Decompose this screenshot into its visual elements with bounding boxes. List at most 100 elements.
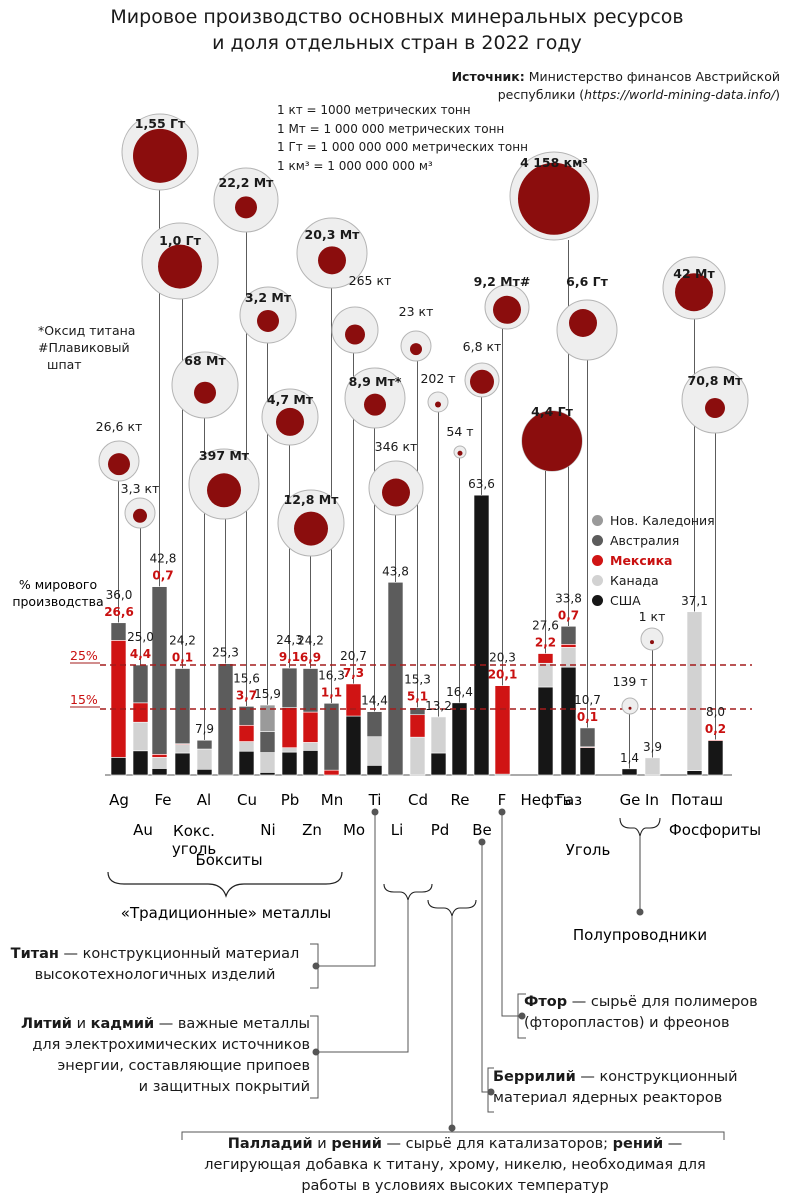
category-label-f: F bbox=[498, 791, 507, 809]
total-label-in: 3,9 bbox=[643, 740, 662, 754]
bar-ti-seg-ca bbox=[366, 736, 383, 766]
bar-oil-seg-us bbox=[537, 686, 554, 776]
unit-gt: 1 Гт = 1 000 000 000 метрических тонн bbox=[277, 140, 528, 154]
production-label-re: 54 т bbox=[446, 424, 473, 439]
bubble-dot-f bbox=[493, 295, 521, 324]
category-label-coal-2: уголь bbox=[172, 840, 216, 858]
legend-item-us: США bbox=[592, 590, 715, 610]
reference-label-25: 25% bbox=[70, 648, 98, 663]
production-label-ag: 26,6 кт bbox=[96, 419, 143, 434]
bubble-dot-au bbox=[133, 508, 147, 523]
bar-fe-seg-au bbox=[151, 586, 168, 755]
callout-li-text4: и защитных покрытий bbox=[138, 1079, 310, 1095]
source-pre: республики ( bbox=[497, 87, 585, 102]
bracket-lithium bbox=[310, 1015, 319, 1099]
mexico-label-mn: 1,1 bbox=[321, 685, 342, 699]
production-label-ti: 8,9 Мт* bbox=[349, 374, 402, 389]
callout-pd-bold3: рений bbox=[612, 1136, 664, 1152]
bubble-in bbox=[640, 627, 664, 651]
mexico-label-au: 4,4 bbox=[130, 647, 151, 661]
bar-pb-seg-mx bbox=[281, 707, 298, 749]
bubble-dot-ti bbox=[364, 393, 386, 416]
total-label-al: 7,9 bbox=[195, 722, 214, 736]
category-label-cu: Cu bbox=[237, 791, 257, 809]
total-label-li: 43,8 bbox=[382, 564, 409, 578]
category-label-zn: Zn bbox=[302, 821, 322, 839]
bar-coal2-seg-us bbox=[579, 746, 596, 776]
reference-label-15: 15% bbox=[70, 692, 98, 707]
bar-ni-seg-au bbox=[259, 731, 276, 753]
total-label-ti: 14,4 bbox=[361, 694, 388, 708]
callout-pd-text4: работы в условиях высоких температур bbox=[301, 1178, 609, 1194]
category-label-bauxite: Бокситы bbox=[195, 851, 262, 869]
callout-pd-mid: и bbox=[312, 1136, 332, 1152]
bubble-dot-gas bbox=[518, 162, 590, 235]
callout-beryllium: Беррилий — конструкционный материал ядер… bbox=[493, 1067, 783, 1109]
bar-ni-seg-ca bbox=[259, 752, 276, 773]
brace-li-cd bbox=[383, 883, 433, 901]
bracket-beryllium bbox=[487, 1067, 494, 1113]
mexico-label-zn: 6,9 bbox=[300, 651, 321, 665]
legend-label-mx: Мексика bbox=[610, 552, 673, 568]
category-label-mo: Mo bbox=[343, 821, 365, 839]
callout-li-bold2: кадмий bbox=[90, 1016, 155, 1032]
category-label-fe: Fe bbox=[154, 791, 171, 809]
bracket-palladium bbox=[181, 1131, 725, 1140]
bar-fe-seg-us bbox=[151, 768, 168, 776]
total-label-gas: 33,8 bbox=[555, 591, 582, 605]
legend: Нов. Каледония Австралия Мексика Канада США bbox=[592, 510, 715, 610]
production-label-fe: 1,55 Гт bbox=[135, 116, 186, 131]
mexico-label-coal: 0,1 bbox=[172, 651, 193, 665]
callout-li-text2: для электрохимических источников bbox=[32, 1037, 310, 1053]
callout-li-mid: и bbox=[71, 1016, 91, 1032]
bubble-dot-pd bbox=[435, 401, 441, 408]
category-label-ti: Ti bbox=[368, 791, 382, 809]
connector-dot-semiconductors bbox=[636, 908, 644, 916]
bar-au-seg-mx bbox=[132, 702, 149, 723]
production-label-f: 9,2 Мт# bbox=[474, 274, 531, 289]
bubble-dot-re bbox=[457, 450, 463, 456]
bar-f-seg-mx bbox=[494, 685, 511, 775]
bar-coal-seg-au bbox=[174, 668, 191, 745]
production-label-gas: 4 158 км³ bbox=[520, 155, 588, 170]
bubble-dot-fe bbox=[133, 128, 187, 183]
category-label-cd: Cd bbox=[408, 791, 428, 809]
production-label-cd: 23 кт bbox=[399, 304, 434, 319]
bracket-titanium bbox=[310, 943, 319, 989]
bar-phos-seg-mx bbox=[707, 739, 724, 741]
bar-mo-seg-us bbox=[345, 715, 362, 776]
source-post: ) bbox=[775, 87, 780, 102]
legend-label-us: США bbox=[610, 592, 641, 608]
callout-titanium-text2: высокотехнологичных изделий bbox=[34, 967, 276, 983]
source-url[interactable]: https://world-mining-data.info/ bbox=[584, 87, 776, 102]
bar-be-seg-us bbox=[473, 494, 490, 776]
connector-beryllium bbox=[481, 842, 491, 1093]
bar-zn-seg-ca bbox=[302, 742, 319, 751]
bubble-dot-al bbox=[194, 381, 216, 404]
bar-phos-seg-us bbox=[707, 740, 724, 776]
bar-al-seg-au bbox=[196, 739, 213, 750]
legend-swatch-mx bbox=[592, 554, 603, 566]
mexico-label-oil: 2,2 bbox=[535, 636, 556, 650]
unit-kt: 1 кт = 1000 метрических тонн bbox=[277, 103, 471, 117]
title-line-2: и доля отдельных стран в 2022 году bbox=[212, 32, 582, 54]
legend-item-au: Австралия bbox=[592, 530, 715, 550]
bar-au-seg-au bbox=[132, 664, 149, 704]
callout-titanium-bold: Титан bbox=[10, 946, 59, 962]
mexico-label-fe: 0,7 bbox=[152, 569, 173, 583]
callout-f-bold: Фтор bbox=[524, 994, 568, 1010]
callout-pd-text3: легирующая добавка к титану, хрому, нике… bbox=[204, 1157, 706, 1173]
bar-mn-seg-mx bbox=[323, 769, 340, 776]
mexico-label-gas: 0,7 bbox=[558, 608, 579, 622]
connector-dot-f-top bbox=[498, 808, 506, 816]
note-fluorspar: #Плавиковый bbox=[38, 340, 130, 355]
category-label-au: Au bbox=[133, 821, 153, 839]
callout-li-text1: — важные металлы bbox=[154, 1016, 310, 1032]
total-label-cd: 15,3 bbox=[404, 673, 431, 687]
total-label-be: 63,6 bbox=[468, 477, 495, 491]
production-label-potash: 42 Мт bbox=[673, 266, 715, 281]
production-label-ni: 3,2 Мт bbox=[245, 290, 292, 305]
legend-swatch-au bbox=[592, 534, 603, 546]
bubble-dot-zn bbox=[294, 511, 328, 546]
